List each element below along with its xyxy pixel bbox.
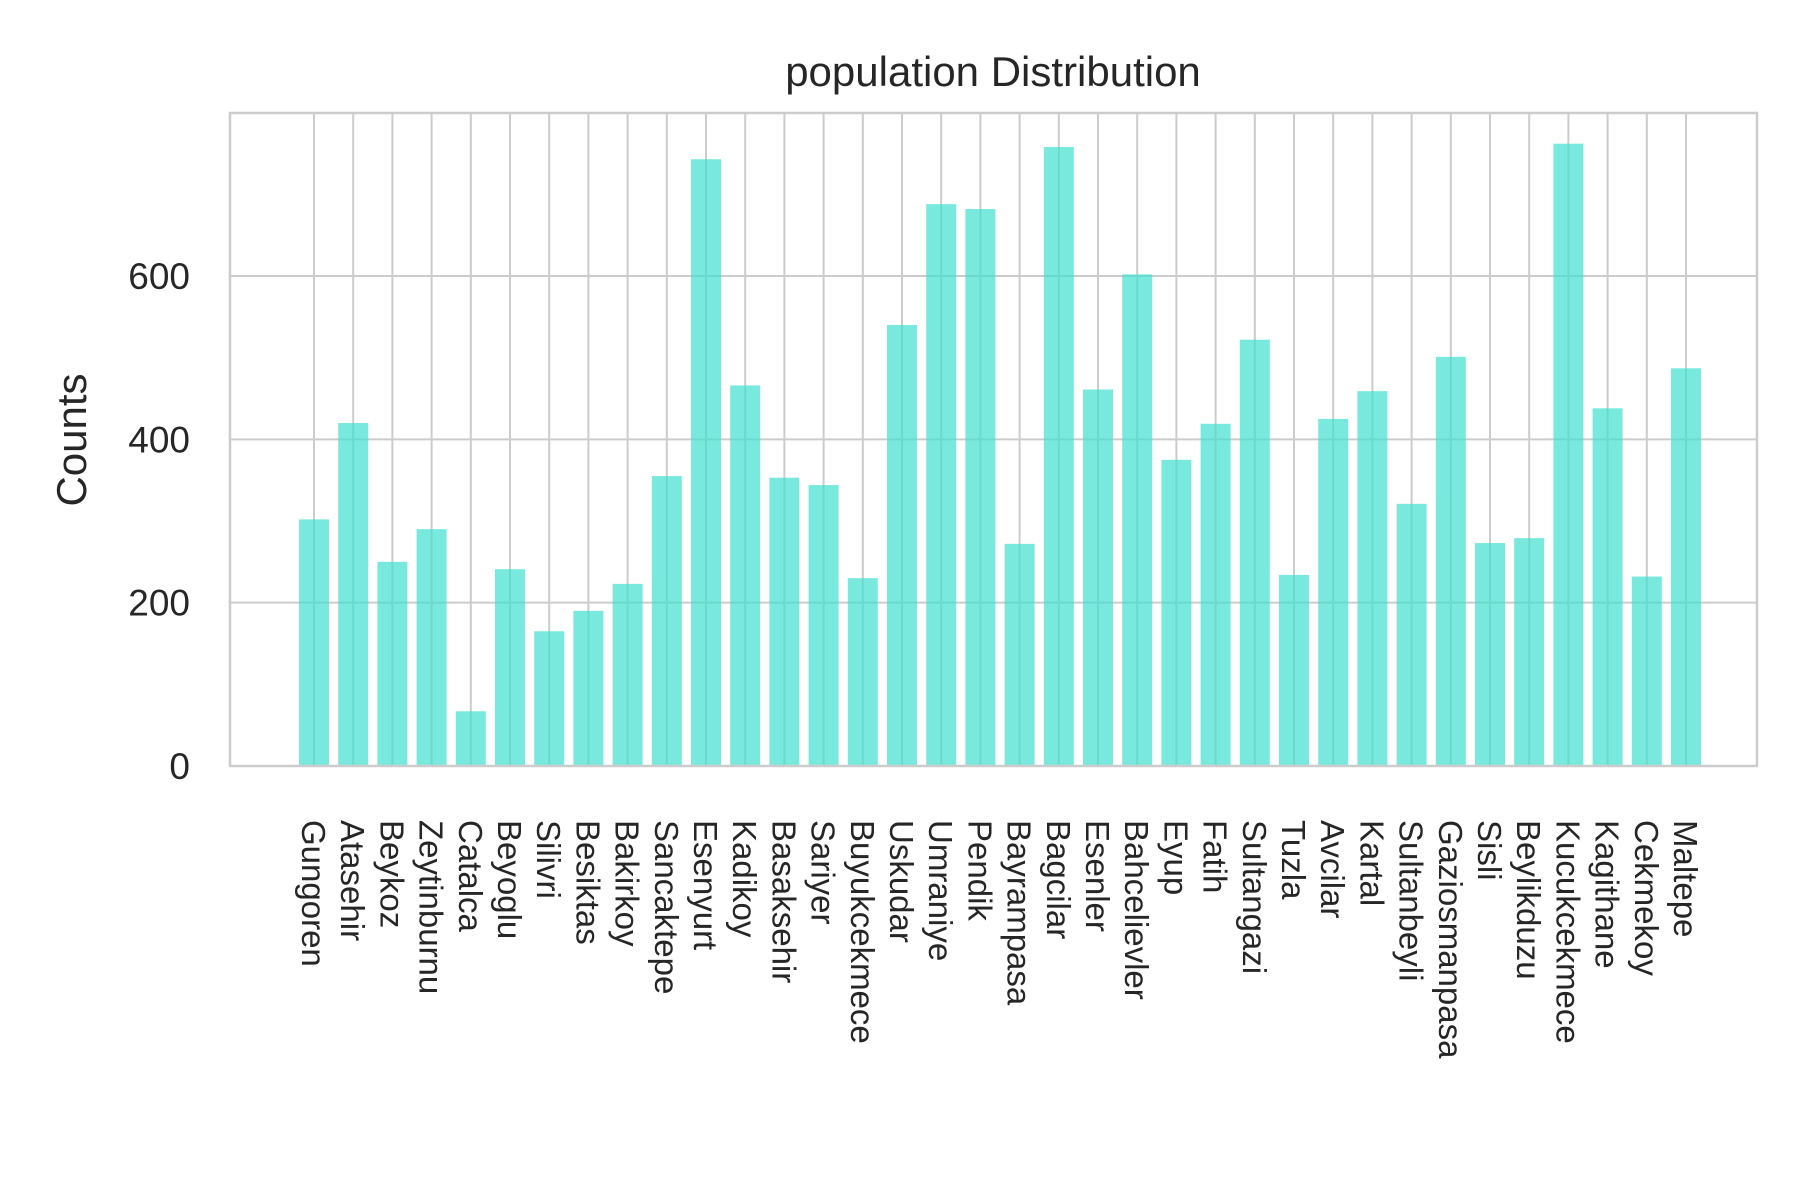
y-tick-label: 0 [169,746,190,787]
x-tick-label-catalca: Catalca [452,820,489,933]
bar-bahcelievler [1122,274,1153,766]
bar-beyoglu [495,569,525,766]
x-tick-label-fatih: Fatih [1197,820,1234,893]
x-tick-label-bahcelievler: Bahcelievler [1118,820,1155,1000]
y-tick-labels: 0 200 400 600 [128,256,190,787]
bar-umraniye [926,204,957,767]
bar-bayrampasa [1004,543,1035,766]
x-tick-label-maltepe: Maltepe [1667,820,1704,937]
x-tick-label-beylikduzu: Beylikduzu [1510,820,1547,980]
bar-catalca [455,711,486,766]
bar-beykoz [377,561,408,766]
y-tick-label: 600 [128,256,190,297]
x-tick-label-sisli: Sisli [1471,820,1508,881]
bar-bakirkoy [612,583,643,766]
x-tick-label-sultanbeyli: Sultanbeyli [1393,820,1430,981]
bar-esenler [1083,389,1113,766]
bar-pendik [965,209,996,767]
bar-besiktas [573,610,604,766]
x-tick-label-zeytinburnu: Zeytinburnu [413,820,450,994]
bar-silivri [534,631,565,766]
x-tick-label-sariyer: Sariyer [805,820,842,925]
x-tick-label-bakirkoy: Bakirkoy [609,820,646,947]
x-tick-label-silivri: Silivri [530,820,567,899]
x-tick-label-avcilar: Avcilar [1314,820,1351,918]
bar-cekmekoy [1631,576,1662,766]
x-tick-label-kucukcekmece: Kucukcekmece [1549,820,1586,1044]
bar-sisli [1475,543,1505,766]
y-tick-label: 400 [128,419,190,460]
bar-uskudar [887,325,917,766]
bar-fatih [1200,423,1231,766]
bar-kucukcekmece [1553,143,1584,766]
bar-maltepe [1671,368,1701,766]
x-tick-label-kadikoy: Kadikoy [726,820,763,938]
x-tick-label-gaziosmanpasa: Gaziosmanpasa [1432,820,1469,1059]
x-tick-labels: Gungoren Atasehir Beykoz Zeytinburnu Catalca… [295,820,1704,1059]
plot-frame [228,111,1759,768]
x-tick-label-eyup: Eyup [1157,820,1194,895]
x-tick-label-gungoren: Gungoren [295,820,332,967]
bar-buyukcekmece [847,578,878,766]
bar-sultangazi [1239,339,1270,766]
x-tick-label-umraniye: Umraniye [922,820,959,961]
bar-eyup [1161,459,1192,766]
bar-atasehir [338,423,369,766]
bar-avcilar [1318,418,1349,766]
bar-sariyer [808,485,839,766]
x-tick-label-bagcilar: Bagcilar [1040,820,1077,939]
x-tick-label-esenler: Esenler [1079,820,1116,932]
x-tick-label-pendik: Pendik [961,820,998,921]
x-tick-label-cekmekoy: Cekmekoy [1628,820,1665,976]
bar-sancaktepe [651,476,682,766]
x-tick-label-beyoglu: Beyoglu [491,820,528,939]
y-tick-label: 200 [128,583,190,624]
x-tick-label-beykoz: Beykoz [373,820,410,928]
x-tick-label-sultangazi: Sultangazi [1236,820,1273,974]
bar-gungoren [299,519,329,766]
x-tick-label-besiktas: Besiktas [569,820,606,945]
x-tick-label-bayrampasa: Bayrampasa [1001,820,1038,1006]
x-tick-label-esenyurt: Esenyurt [687,820,724,950]
x-tick-label-buyukcekmece: Buyukcekmece [844,820,881,1044]
bars [299,143,1701,767]
bar-kagithane [1592,408,1623,766]
bar-zeytinburnu [416,529,447,766]
x-tick-label-atasehir: Atasehir [334,820,371,941]
bar-basaksehir [769,477,800,766]
x-tick-label-kartal: Kartal [1353,820,1390,906]
bar-beylikduzu [1514,538,1545,766]
bar-gaziosmanpasa [1435,356,1466,766]
x-tick-label-sancaktepe: Sancaktepe [648,820,685,994]
x-tick-label-uskudar: Uskudar [883,820,920,943]
chart-title: population Distribution [785,48,1201,95]
bar-kartal [1357,391,1388,766]
y-axis-label: Counts [48,373,95,506]
x-tick-label-basaksehir: Basaksehir [765,820,802,983]
x-tick-label-kagithane: Kagithane [1589,820,1626,969]
bar-bagcilar [1043,146,1074,766]
bar-esenyurt [691,159,721,766]
bar-sultanbeyli [1396,503,1427,766]
bar-tuzla [1279,574,1309,766]
bar-kadikoy [730,385,761,766]
x-tick-label-tuzla: Tuzla [1275,820,1312,900]
